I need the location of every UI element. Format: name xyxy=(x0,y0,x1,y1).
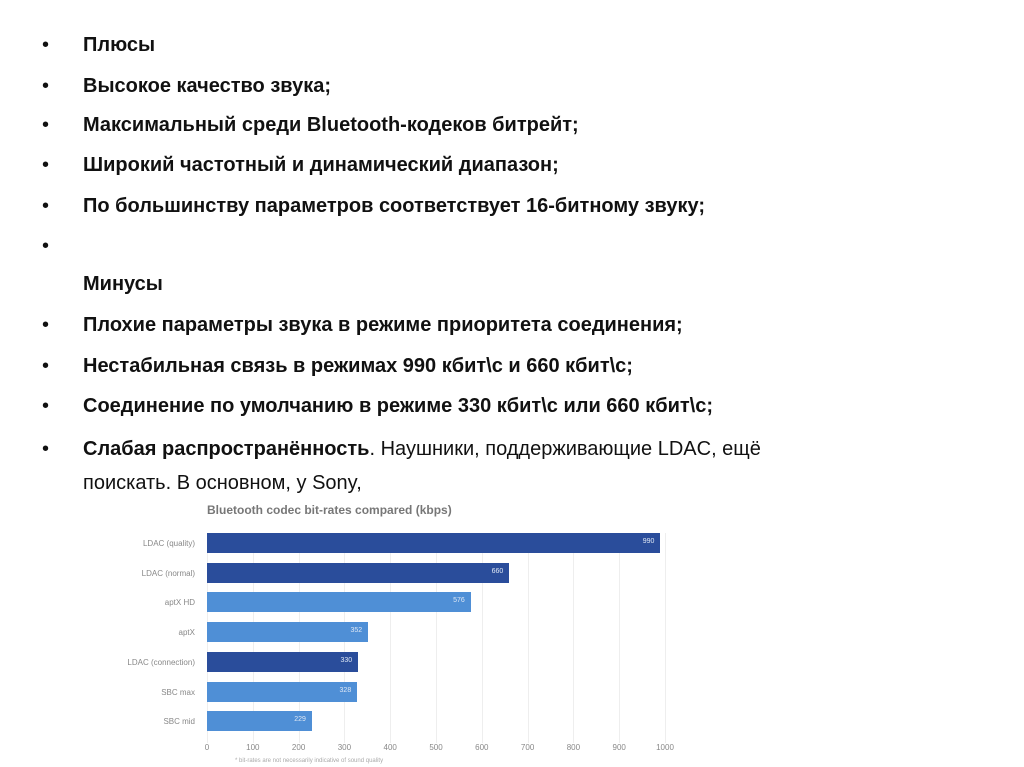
x-tick-label: 600 xyxy=(475,743,489,752)
bullet-text: Высокое качество звука; xyxy=(83,74,331,98)
bar-value-label: 576 xyxy=(453,597,465,605)
chart-title: Bluetooth codec bit-rates compared (kbps… xyxy=(207,503,452,517)
bar: 990 xyxy=(207,533,661,553)
bar-value-label: 328 xyxy=(339,686,352,694)
bar: 660 xyxy=(207,562,510,583)
bullet-text: поискать. В основном, у Sony, xyxy=(83,471,362,495)
x-tick-label: 400 xyxy=(383,743,397,752)
regular-text: . Наушники, поддерживающие LDAC, ещё xyxy=(369,438,761,460)
gridline xyxy=(665,533,666,743)
bold-text: Максимальный среди Bluetooth-кодеков бит… xyxy=(83,114,579,136)
bold-text: По большинству параметров соответствует … xyxy=(83,195,705,217)
bullet-marker: • xyxy=(42,355,50,377)
category-label: aptX xyxy=(178,628,195,638)
bullet-marker: • xyxy=(42,195,50,217)
bullet-marker: • xyxy=(42,114,50,136)
category-label: LDAC (quality) xyxy=(142,539,195,548)
bold-text: Минусы xyxy=(83,273,163,295)
category-label: SBC mid xyxy=(163,717,195,727)
x-tick-label: 200 xyxy=(291,743,306,752)
bullet-text: Соединение по умолчанию в режиме 330 кби… xyxy=(83,394,713,418)
category-label: aptX HD xyxy=(164,598,195,608)
bold-text: Плохие параметры звука в режиме приорите… xyxy=(83,314,683,336)
regular-text: поискать. В основном, у Sony, xyxy=(83,472,362,494)
bullet-marker: • xyxy=(42,235,50,257)
category-label: SBC max xyxy=(161,687,195,697)
bar-value-label: 330 xyxy=(340,656,353,664)
bold-text: Нестабильная связь в режимах 990 кбит\с … xyxy=(83,355,633,377)
gridline xyxy=(527,533,529,743)
bold-text: Плюсы xyxy=(83,34,156,56)
bullet-text: Максимальный среди Bluetooth-кодеков бит… xyxy=(83,113,579,137)
bar-value-label: 229 xyxy=(294,716,306,724)
bar-value-label: 990 xyxy=(642,538,655,545)
x-tick-label: 1000 xyxy=(656,743,674,752)
bold-text: Слабая распространённость xyxy=(83,438,370,460)
bullet-marker: • xyxy=(42,314,50,336)
bullet-text: Нестабильная связь в режимах 990 кбит\с … xyxy=(83,354,633,378)
bullet-text: Минусы xyxy=(83,272,163,296)
gridline xyxy=(573,533,575,743)
bullet-text: Плюсы xyxy=(83,33,155,57)
bullet-text: Широкий частотный и динамический диапазо… xyxy=(83,153,559,177)
category-label: LDAC (connection) xyxy=(127,657,195,667)
x-tick-label: 100 xyxy=(246,743,260,752)
bullet-marker: • xyxy=(42,395,50,417)
chart-footnote: * bit-rates are not necessarily indicati… xyxy=(235,758,384,764)
category-label: LDAC (normal) xyxy=(141,568,195,578)
bitrate-chart: Bluetooth codec bit-rates compared (kbps… xyxy=(0,495,700,767)
bullet-text: Слабая распространённость. Наушники, под… xyxy=(83,437,761,461)
bullet-text: По большинству параметров соответствует … xyxy=(83,194,705,218)
x-tick-label: 700 xyxy=(520,743,535,752)
bar: 229 xyxy=(207,711,312,732)
bar: 576 xyxy=(207,592,471,613)
bullet-marker: • xyxy=(42,438,50,460)
bullet-marker: • xyxy=(42,75,50,97)
gridline xyxy=(390,533,392,743)
x-tick-label: 800 xyxy=(566,743,581,752)
bar: 352 xyxy=(207,622,369,643)
bullet-text: Плохие параметры звука в режиме приорите… xyxy=(83,313,683,337)
gridline xyxy=(619,533,621,743)
x-tick-label: 0 xyxy=(204,743,210,752)
bold-text: Высокое качество звука; xyxy=(83,75,331,97)
x-tick-label: 500 xyxy=(429,743,443,752)
gridline xyxy=(481,533,483,743)
x-tick-label: 900 xyxy=(612,743,626,752)
bold-text: Широкий частотный и динамический диапазо… xyxy=(83,154,559,176)
x-tick-label: 300 xyxy=(337,743,352,752)
bar: 330 xyxy=(207,651,359,672)
bold-text: Соединение по умолчанию в режиме 330 кби… xyxy=(83,395,714,417)
gridline xyxy=(436,533,437,743)
bar-value-label: 660 xyxy=(491,567,504,575)
bar: 328 xyxy=(207,681,358,702)
bullet-marker: • xyxy=(42,34,50,56)
bar-value-label: 352 xyxy=(350,627,363,635)
bullet-marker: • xyxy=(42,154,50,176)
